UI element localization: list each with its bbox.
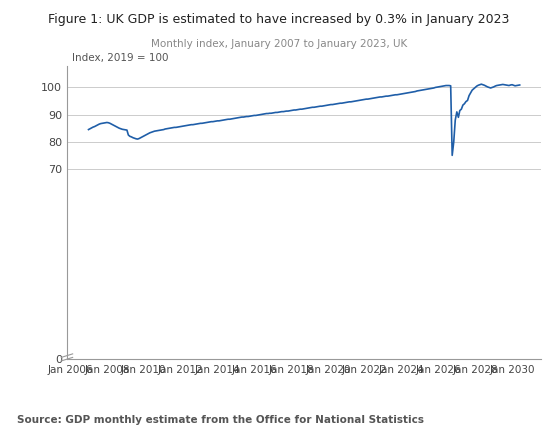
Text: Source: GDP monthly estimate from the Office for National Statistics: Source: GDP monthly estimate from the Of… <box>17 415 424 425</box>
Text: Figure 1: UK GDP is estimated to have increased by 0.3% in January 2023: Figure 1: UK GDP is estimated to have in… <box>49 13 509 26</box>
Text: Monthly index, January 2007 to January 2023, UK: Monthly index, January 2007 to January 2… <box>151 39 407 49</box>
Text: Index, 2019 = 100: Index, 2019 = 100 <box>71 53 168 63</box>
